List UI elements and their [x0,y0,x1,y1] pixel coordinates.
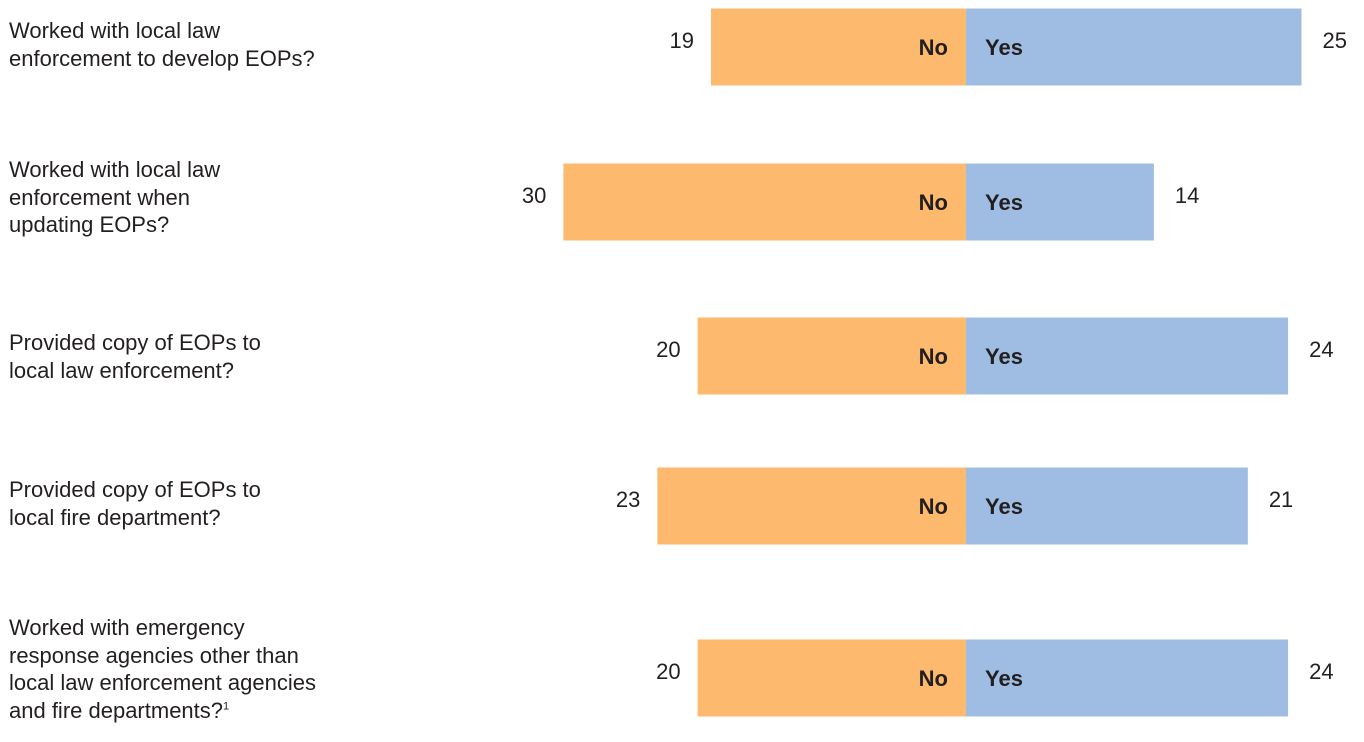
bar-no [711,8,966,86]
category-label: Provided copy of EOPs to local fire depar… [9,476,409,531]
value-label-no: 20 [656,337,680,362]
category-label-line: Worked with local law [9,18,221,43]
bar-no [697,317,966,395]
value-label-yes: 24 [1309,337,1333,362]
bar-yes [966,639,1289,717]
bar-label-yes: Yes [985,190,1023,215]
category-label: Worked with local law enforcement when upd… [9,156,409,239]
bar-label-no: No [919,344,948,369]
value-label-yes: 24 [1309,659,1333,684]
value-label-no: 23 [616,487,640,512]
category-label-line: Provided copy of EOPs to [9,330,261,355]
category-label-line: updating EOPs? [9,212,170,237]
bar-no [563,163,966,241]
bar-label-no: No [919,666,948,691]
bar-label-no: No [919,190,948,215]
bar-label-yes: Yes [985,35,1023,60]
value-label-yes: 25 [1323,28,1347,53]
category-label-line: enforcement to develop EOPs? [9,45,315,71]
category-label-line: response agencies other than [9,642,299,668]
bar-yes [966,467,1248,545]
category-label: Provided copy of EOPs to local law enforc… [9,329,409,384]
bar-label-no: No [919,35,948,60]
category-label: Worked with local law enforcement to deve… [9,17,409,72]
category-label: Worked with emergency response agencies o… [9,614,409,724]
category-label-line: local law enforcement? [9,357,235,383]
value-label-no: 19 [670,28,694,53]
category-label-line: and fire departments?1 [9,697,230,723]
category-label-line: local fire department? [9,504,221,530]
category-label-line: enforcement when [9,184,190,210]
value-label-yes: 14 [1175,183,1199,208]
bar-no [697,639,966,717]
bar-yes [966,8,1302,86]
value-label-no: 30 [522,183,546,208]
value-label-no: 20 [656,659,680,684]
category-label-line: Worked with local law [9,157,221,182]
category-label-line: local law enforcement agencies [9,670,316,695]
bar-label-no: No [919,494,948,519]
bar-no [657,467,966,545]
value-label-yes: 21 [1269,487,1293,512]
footnote-mark: 1 [223,700,230,713]
bar-yes [966,317,1289,395]
bar-label-yes: Yes [985,494,1023,519]
bar-label-yes: Yes [985,344,1023,369]
category-label-line: Worked with emergency [9,615,245,640]
bar-yes [966,163,1154,241]
bar-label-yes: Yes [985,666,1023,691]
category-label-line: Provided copy of EOPs to [9,477,261,502]
